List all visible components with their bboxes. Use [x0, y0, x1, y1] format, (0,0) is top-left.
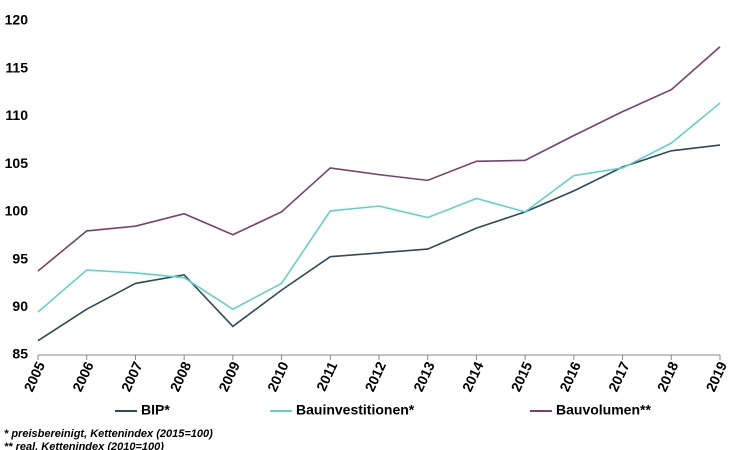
- y-tick-label: 110: [5, 107, 28, 123]
- y-tick-label: 95: [12, 250, 28, 266]
- series-line: [37, 102, 721, 313]
- x-tick-label: 2016: [556, 359, 584, 394]
- footnote: * preisbereinigt, Kettenindex (2015=100): [4, 428, 213, 440]
- y-tick-label: 115: [5, 59, 28, 75]
- x-tick-label: 2018: [654, 359, 682, 394]
- legend-label: Bauinvestitionen*: [296, 402, 415, 418]
- y-tick-label: 90: [12, 298, 28, 314]
- x-tick-label: 2011: [313, 359, 340, 393]
- x-tick-label: 2006: [69, 359, 97, 394]
- x-tick-label: 2017: [605, 359, 633, 394]
- x-tick-label: 2013: [410, 359, 438, 394]
- y-tick-label: 120: [5, 12, 29, 28]
- x-tick-label: 2010: [264, 359, 292, 394]
- x-tick-label: 2008: [167, 359, 195, 394]
- x-tick-label: 2005: [20, 359, 48, 394]
- legend-label: BIP*: [141, 402, 170, 418]
- legend-label: Bauvolumen**: [556, 402, 651, 418]
- y-tick-label: 105: [5, 155, 29, 171]
- x-tick-label: 2012: [361, 359, 389, 394]
- y-tick-label: 85: [12, 346, 28, 362]
- x-tick-label: 2014: [459, 359, 487, 394]
- y-tick-label: 100: [5, 203, 29, 219]
- x-tick-label: 2015: [508, 359, 536, 394]
- x-tick-label: 2009: [215, 359, 243, 394]
- x-tick-label: 2019: [702, 359, 730, 394]
- footnote: ** real, Kettenindex (2010=100): [4, 441, 164, 450]
- series-line: [37, 46, 721, 272]
- x-tick-label: 2007: [118, 359, 146, 394]
- series-line: [37, 144, 721, 342]
